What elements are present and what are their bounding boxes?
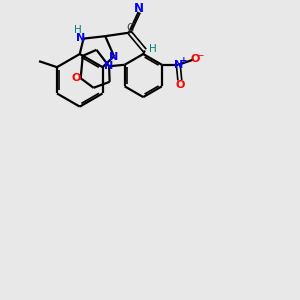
Text: O: O	[175, 80, 184, 90]
Text: −: −	[196, 51, 205, 62]
Text: H: H	[149, 44, 157, 54]
Text: N: N	[104, 61, 114, 71]
Text: N: N	[110, 52, 118, 62]
Text: N: N	[76, 33, 86, 43]
Text: N: N	[134, 2, 144, 15]
Text: N: N	[174, 60, 183, 70]
Text: C: C	[127, 22, 134, 32]
Text: +: +	[180, 56, 188, 65]
Text: H: H	[74, 25, 82, 34]
Text: O: O	[190, 54, 200, 64]
Text: O: O	[71, 73, 81, 83]
